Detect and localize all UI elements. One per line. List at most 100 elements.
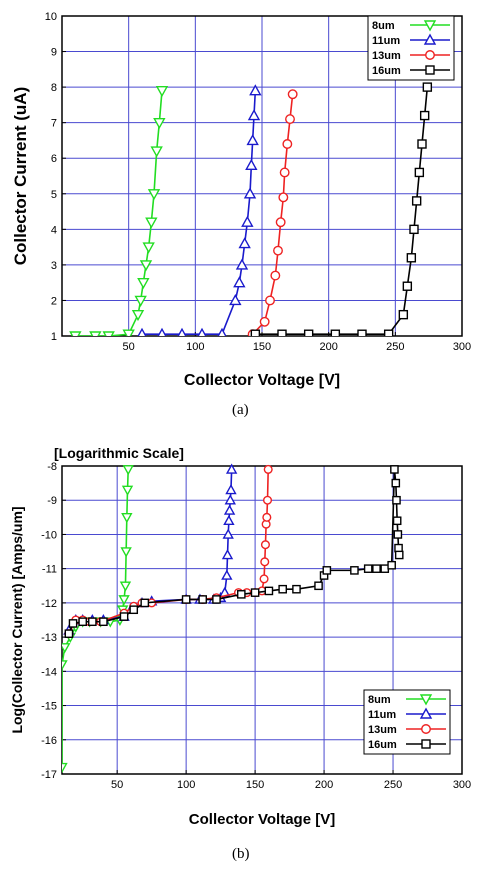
- chart-panel-b: 50 100 150 200 250 300 -17 -16 -15 -14 -13 -12 -11 -1…: [9, 445, 471, 828]
- legend-marker: [423, 20, 437, 32]
- y-tick-label: 2: [51, 295, 57, 307]
- data-point: [150, 146, 163, 158]
- legend-label: 16um: [368, 739, 397, 751]
- data-point: [275, 217, 286, 228]
- x-axis-label: Collector Voltage [V]: [189, 811, 335, 828]
- data-point: [62, 643, 71, 654]
- data-point: [363, 564, 373, 573]
- data-point: [393, 530, 403, 539]
- data-point: [278, 584, 287, 594]
- data-point: [260, 557, 270, 567]
- data-point: [246, 134, 259, 146]
- data-point: [322, 566, 332, 575]
- data-point: [121, 485, 134, 496]
- data-point: [129, 605, 139, 615]
- data-point: [247, 109, 261, 121]
- data-point: [250, 588, 260, 597]
- data-point: [153, 117, 166, 130]
- data-point: [263, 464, 273, 474]
- legend-marker: [421, 739, 431, 749]
- data-point: [245, 158, 258, 171]
- data-point: [89, 331, 102, 336]
- data-point: [282, 139, 293, 149]
- caption-b: (b): [232, 846, 250, 862]
- data-point: [392, 495, 401, 505]
- data-point: [409, 224, 419, 235]
- series-16um: [250, 82, 433, 336]
- data-point: [221, 569, 233, 580]
- data-point: [233, 276, 246, 288]
- x-tick-label: 100: [186, 341, 204, 353]
- data-point: [394, 550, 404, 560]
- x-tick-label: 300: [453, 341, 471, 353]
- data-point: [330, 329, 341, 336]
- legend-marker: [419, 707, 433, 719]
- data-point: [134, 295, 147, 307]
- y-tick-label: -9: [47, 495, 57, 507]
- x-tick-label: 250: [386, 341, 404, 353]
- data-point: [121, 513, 133, 524]
- data-point: [177, 327, 187, 336]
- data-point: [137, 327, 147, 336]
- y-tick-label: -10: [41, 529, 57, 541]
- y-tick-label: 1: [51, 331, 57, 343]
- legend-marker: [425, 50, 435, 60]
- data-point: [69, 331, 82, 336]
- data-point: [292, 584, 301, 594]
- data-point: [62, 762, 68, 774]
- x-tick-label: 200: [315, 779, 333, 791]
- legend-marker: [425, 65, 435, 75]
- data-point: [262, 512, 272, 522]
- data-point: [217, 327, 227, 336]
- x-tick-label: 150: [246, 779, 264, 791]
- data-point: [279, 167, 290, 178]
- chart-panel-a: 50 100 150 200 250 300 1 2 3 4 5 6 7 8 9 10 Collector Vo…: [11, 11, 471, 389]
- x-axis-label: Collector Voltage [V]: [184, 372, 340, 389]
- data-point: [223, 504, 236, 515]
- x-tick-label: 200: [319, 341, 337, 353]
- y-axis-label: Log(Collector Current) [Amps/um]: [9, 506, 25, 733]
- y-tick-label: 6: [51, 153, 57, 165]
- data-point: [372, 564, 381, 573]
- data-point: [78, 617, 87, 627]
- data-point: [285, 114, 295, 125]
- data-point: [238, 237, 251, 249]
- series-line: [68, 469, 270, 635]
- y-tick-label: 7: [51, 118, 57, 130]
- data-point: [139, 260, 153, 272]
- data-point: [303, 329, 314, 336]
- legend-label: 13um: [368, 724, 397, 736]
- x-tick-label: 100: [177, 779, 195, 791]
- ticks: 50 100 150 200 250 300 -17 -16 -15 -14 -13 -12 -11 -1…: [41, 461, 471, 791]
- y-tick-label: 5: [51, 189, 57, 201]
- data-point: [237, 590, 246, 599]
- plot-frame: [61, 465, 463, 775]
- data-point: [350, 566, 359, 575]
- data-point: [249, 84, 262, 96]
- data-point: [380, 564, 390, 573]
- data-point: [394, 543, 403, 553]
- series-line: [75, 90, 163, 336]
- y-tick-label: -11: [42, 564, 57, 576]
- data-point: [68, 619, 78, 628]
- y-tick-label: 8: [51, 82, 57, 94]
- legend-marker: [423, 33, 437, 45]
- data-point: [422, 82, 433, 92]
- data-point: [142, 242, 155, 254]
- data-point: [122, 329, 135, 336]
- legend-label: 11um: [368, 709, 396, 721]
- series-13um: [64, 464, 273, 639]
- legend-label: 11um: [372, 35, 400, 47]
- data-point: [122, 465, 134, 476]
- y-tick-label: 3: [51, 260, 57, 272]
- data-point: [102, 331, 115, 336]
- data-point: [88, 617, 97, 627]
- data-point: [241, 215, 254, 227]
- x-tick-label: 50: [123, 341, 135, 353]
- data-point: [270, 270, 281, 281]
- data-point: [145, 217, 158, 229]
- data-point: [406, 253, 417, 263]
- data-point: [131, 309, 145, 322]
- data-point: [287, 89, 298, 100]
